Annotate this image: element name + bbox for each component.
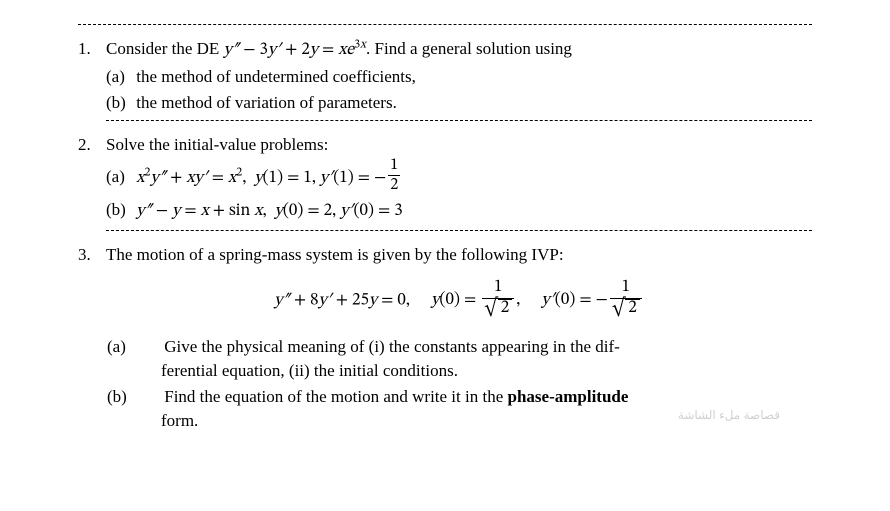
p3-a: (a) Give the physical meaning of (i) the… bbox=[106, 335, 812, 383]
p3-ic1-den: 2 bbox=[498, 299, 512, 317]
p2-a-label: (a) bbox=[106, 165, 132, 189]
p3-a-text-1: Give the physical meaning of (i) the con… bbox=[164, 337, 620, 356]
p3-intro: The motion of a spring-mass system is gi… bbox=[106, 245, 564, 264]
problem-3: The motion of a spring-mass system is gi… bbox=[78, 243, 812, 433]
p1-de: y″ − 3y′ + 2y = xe3x bbox=[224, 42, 366, 59]
p2-a: (a) x2y″ + xy′ = x2, y(1) = 1, y′(1) = −… bbox=[106, 159, 812, 196]
p3-a-label: (a) bbox=[134, 335, 160, 359]
p1-de-expr: y″ − 3y′ + 2y = xe3x bbox=[224, 42, 366, 59]
p2-b-eq: y″ − y = x + sin x, y(0) = 2, y′(0) = 3 bbox=[136, 203, 402, 220]
p3-b-bold: phase-amplitude bbox=[508, 387, 629, 406]
p3-a-text-2: ferential equation, (ii) the initial con… bbox=[161, 361, 458, 380]
p3-ic2-den: 2 bbox=[625, 299, 639, 317]
p2-a-eq: x2y″ + xy′ = x2, y(1) = 1, y′(1) = −12 bbox=[136, 170, 402, 187]
screenshot-watermark: قصاصة ملء الشاشة bbox=[678, 407, 780, 424]
p2-a-frac-num: 1 bbox=[388, 157, 400, 176]
p3-display-eq: y″ + 8y′ + 25y = 0, y(0) = 1√2, y′(0) = … bbox=[106, 281, 812, 320]
document-page: Consider the DE y″ − 3y′ + 2y = xe3x. Fi… bbox=[0, 0, 890, 511]
p3-ode: y″ + 8y′ + 25y = 0, bbox=[274, 292, 410, 309]
p1-a-text: the method of undetermined coefficients, bbox=[136, 67, 416, 86]
p3-ic2: y′(0) = −1√2 bbox=[542, 292, 644, 309]
p1-a: (a) the method of undetermined coefficie… bbox=[106, 65, 812, 89]
p2-subparts: (a) x2y″ + xy′ = x2, y(1) = 1, y′(1) = −… bbox=[106, 159, 812, 224]
p3-b-text-1: Find the equation of the motion and writ… bbox=[164, 387, 507, 406]
p1-b: (b) the method of variation of parameter… bbox=[106, 91, 812, 115]
problem-1: Consider the DE y″ − 3y′ + 2y = xe3x. Fi… bbox=[78, 37, 812, 121]
divider-after-p1 bbox=[106, 120, 812, 121]
p1-a-label: (a) bbox=[106, 65, 132, 89]
p3-ic2-num: 1 bbox=[610, 279, 642, 299]
p1-b-label: (b) bbox=[106, 91, 132, 115]
p1-subparts: (a) the method of undetermined coefficie… bbox=[106, 65, 812, 115]
p1-intro-b: . Find a general solution using bbox=[366, 39, 572, 58]
p2-intro: Solve the initial-value problems: bbox=[106, 135, 328, 154]
p2-b: (b) y″ − y = x + sin x, y(0) = 2, y′(0) … bbox=[106, 198, 812, 224]
p2-a-frac-den: 2 bbox=[388, 176, 400, 194]
problem-list: Consider the DE y″ − 3y′ + 2y = xe3x. Fi… bbox=[78, 37, 812, 433]
p3-ic1: y(0) = 1√2, bbox=[431, 292, 520, 309]
p3-b-text-2: form. bbox=[161, 411, 198, 430]
p1-b-text: the method of variation of parameters. bbox=[136, 93, 397, 112]
p3-ic1-num: 1 bbox=[482, 279, 514, 299]
problem-2: Solve the initial-value problems: (a) x2… bbox=[78, 133, 812, 231]
p1-de-body: y″ − 3y′ + 2y = xe3x bbox=[224, 42, 366, 59]
p2-b-label: (b) bbox=[106, 198, 132, 222]
p3-b-label: (b) bbox=[134, 385, 160, 409]
divider-top bbox=[78, 24, 812, 25]
p1-intro-a: Consider the DE bbox=[106, 39, 224, 58]
divider-after-p2 bbox=[106, 230, 812, 231]
